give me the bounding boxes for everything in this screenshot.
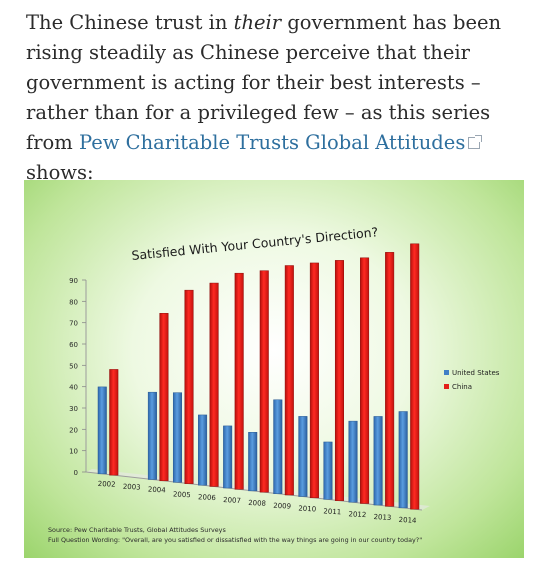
x-tick-label: 2011 xyxy=(323,507,341,516)
bar-china xyxy=(309,262,319,499)
x-tick-label: 2010 xyxy=(298,505,316,514)
bar-chart: Satisfied With Your Country's Direction?… xyxy=(69,224,500,525)
x-tick-label: 2004 xyxy=(148,486,167,495)
legend-swatch xyxy=(444,384,449,389)
y-tick-label: 80 xyxy=(69,298,78,306)
y-tick-label: 60 xyxy=(69,341,78,349)
bar-united-states xyxy=(373,416,383,506)
x-tick-label: 2012 xyxy=(348,510,366,519)
article-paragraph: The Chinese trust in their government ha… xyxy=(26,8,531,188)
bar-united-states xyxy=(398,411,408,509)
bar-united-states xyxy=(273,399,283,494)
legend-label: China xyxy=(452,383,472,391)
bar-united-states xyxy=(97,386,107,475)
bar-united-states xyxy=(323,441,333,500)
bar-china xyxy=(385,252,395,507)
bar-china xyxy=(360,257,370,504)
bar-china xyxy=(209,282,219,487)
legend-label: United States xyxy=(452,369,500,377)
chart-floor xyxy=(86,469,430,510)
article-text-2: government has been rising steadily as C… xyxy=(26,11,502,154)
article-emphasis: their xyxy=(233,11,282,34)
bar-united-states xyxy=(198,414,208,486)
bar-china xyxy=(159,313,169,482)
bar-united-states xyxy=(147,391,157,480)
article-text-1: The Chinese trust in xyxy=(26,11,234,34)
x-tick-label: 2003 xyxy=(123,483,141,492)
bar-china xyxy=(259,270,269,493)
bar-united-states xyxy=(298,416,308,497)
x-tick-label: 2008 xyxy=(248,499,266,508)
y-tick-label: 20 xyxy=(69,426,78,434)
y-tick-label: 90 xyxy=(69,277,78,285)
y-tick-label: 30 xyxy=(69,405,78,413)
bar-china xyxy=(334,260,344,501)
article-text-3: shows: xyxy=(26,161,94,184)
bar-china xyxy=(109,369,119,476)
chart-title: Satisfied With Your Country's Direction? xyxy=(131,224,379,263)
external-link-icon[interactable] xyxy=(468,135,483,149)
x-tick-label: 2002 xyxy=(98,480,116,489)
chart-source: Source: Pew Charitable Trusts, Global At… xyxy=(48,526,226,534)
bar-united-states xyxy=(248,432,258,492)
bar-china xyxy=(410,243,420,510)
x-tick-label: 2009 xyxy=(273,502,291,511)
y-tick-label: 40 xyxy=(69,384,78,392)
x-tick-label: 2014 xyxy=(398,516,417,525)
x-tick-label: 2013 xyxy=(373,513,391,522)
x-tick-label: 2005 xyxy=(173,490,191,499)
y-tick-label: 0 xyxy=(74,469,78,477)
bar-united-states xyxy=(172,392,183,483)
bar-united-states xyxy=(348,420,358,503)
legend-swatch xyxy=(444,370,449,375)
bar-china xyxy=(184,289,194,484)
y-tick-label: 50 xyxy=(69,362,78,370)
pew-link[interactable]: Pew Charitable Trusts Global Attitudes xyxy=(78,131,466,154)
y-tick-label: 70 xyxy=(69,320,78,328)
x-tick-label: 2006 xyxy=(198,493,217,502)
y-tick-label: 10 xyxy=(69,448,78,456)
chart-question: Full Question Wording: "Overall, are you… xyxy=(48,536,423,544)
chart-panel: Satisfied With Your Country's Direction?… xyxy=(24,180,524,558)
bar-united-states xyxy=(223,425,233,489)
x-tick-label: 2007 xyxy=(223,496,241,505)
bar-china xyxy=(234,272,244,490)
bar-china xyxy=(284,265,294,496)
